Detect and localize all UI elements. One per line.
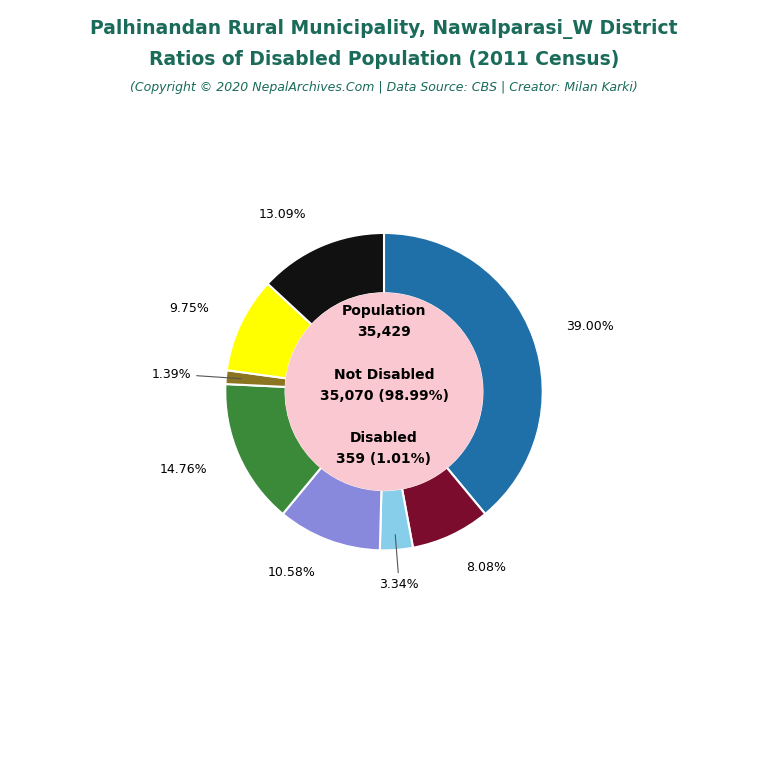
Text: 3.34%: 3.34%: [379, 535, 419, 591]
Text: 10.58%: 10.58%: [268, 567, 316, 580]
Wedge shape: [226, 370, 286, 387]
Wedge shape: [380, 488, 413, 551]
Wedge shape: [227, 283, 312, 379]
Text: 14.76%: 14.76%: [159, 463, 207, 476]
Wedge shape: [384, 233, 543, 514]
Text: 39.00%: 39.00%: [566, 319, 614, 333]
Text: Ratios of Disabled Population (2011 Census): Ratios of Disabled Population (2011 Cens…: [149, 50, 619, 69]
Wedge shape: [268, 233, 384, 325]
Wedge shape: [283, 468, 382, 551]
Text: 13.09%: 13.09%: [259, 207, 306, 220]
Text: Palhinandan Rural Municipality, Nawalparasi_W District: Palhinandan Rural Municipality, Nawalpar…: [91, 19, 677, 39]
Wedge shape: [402, 468, 485, 548]
Text: 1.39%: 1.39%: [151, 368, 241, 380]
Text: (Copyright © 2020 NepalArchives.Com | Data Source: CBS | Creator: Milan Karki): (Copyright © 2020 NepalArchives.Com | Da…: [130, 81, 638, 94]
Wedge shape: [225, 384, 321, 514]
Text: Population
35,429

Not Disabled
35,070 (98.99%)

Disabled
359 (1.01%): Population 35,429 Not Disabled 35,070 (9…: [319, 304, 449, 466]
Circle shape: [286, 293, 482, 490]
Text: 9.75%: 9.75%: [169, 303, 209, 316]
Text: 8.08%: 8.08%: [466, 561, 506, 574]
